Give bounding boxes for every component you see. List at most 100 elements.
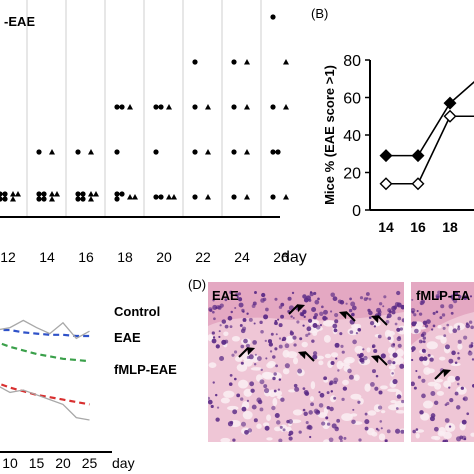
tissue-nucleus bbox=[291, 291, 295, 295]
tissue-nucleus bbox=[399, 363, 404, 369]
tissue-nucleus bbox=[232, 409, 238, 415]
tissue-nucleus bbox=[303, 315, 306, 319]
tissue-nucleus bbox=[349, 297, 352, 301]
tissue-nucleus bbox=[411, 381, 415, 387]
panel-c-series-line bbox=[0, 386, 90, 421]
panel-a-title: -EAE bbox=[4, 14, 35, 29]
tissue-nucleus bbox=[321, 305, 324, 309]
tissue-vacuole bbox=[350, 413, 358, 417]
tissue-nucleus bbox=[421, 393, 426, 399]
tissue-nucleus bbox=[424, 324, 429, 328]
tissue-nucleus bbox=[284, 343, 290, 349]
tissue-nucleus bbox=[230, 310, 233, 314]
panel-a-point-circle bbox=[119, 191, 125, 197]
histology-arrow-shaft bbox=[238, 347, 249, 358]
tissue-nucleus bbox=[303, 389, 309, 395]
tissue-nucleus bbox=[380, 353, 386, 359]
tissue-nucleus bbox=[212, 298, 215, 302]
tissue-nucleus bbox=[287, 296, 292, 301]
tissue-nucleus bbox=[395, 428, 401, 434]
tissue-nucleus bbox=[364, 419, 370, 425]
tissue-nucleus bbox=[237, 292, 242, 296]
panel-b-line-chart: (B) Mice % (EAE score >1) 0 20 40 60 80 14 16… bbox=[311, 6, 474, 235]
tissue-nucleus bbox=[419, 356, 425, 362]
tissue-nucleus bbox=[311, 339, 315, 343]
tissue-nucleus bbox=[274, 413, 280, 419]
panel-a-point-circle bbox=[270, 149, 276, 155]
histology-arrow-head bbox=[297, 351, 306, 360]
tissue-nucleus bbox=[352, 339, 357, 345]
panel-a-point-circle bbox=[192, 149, 198, 155]
tissue-nucleus bbox=[435, 310, 439, 314]
tissue-nucleus bbox=[471, 358, 474, 361]
panel-a-x-tick-labels: 12 14 16 18 20 22 24 26 bbox=[0, 249, 289, 265]
tissue-vacuole bbox=[256, 423, 262, 429]
tissue-nucleus bbox=[212, 310, 215, 314]
tissue-vacuole bbox=[436, 390, 445, 396]
tissue-nucleus bbox=[335, 357, 338, 360]
tissue-nucleus bbox=[457, 356, 461, 360]
panel-b-y-tick-label: 20 bbox=[343, 166, 361, 183]
tissue-nucleus bbox=[332, 323, 338, 329]
tissue-vacuole bbox=[220, 437, 231, 442]
tissue-nucleus bbox=[278, 323, 283, 328]
tissue-nucleus bbox=[343, 436, 347, 440]
tissue-nucleus bbox=[318, 391, 321, 394]
panel-a-point-triangle bbox=[88, 149, 94, 155]
tissue-nucleus bbox=[468, 320, 473, 324]
tissue-nucleus bbox=[306, 424, 312, 430]
tissue-nucleus bbox=[331, 423, 337, 429]
tissue-nucleus bbox=[442, 439, 447, 442]
tissue-nucleus bbox=[218, 335, 221, 339]
tissue-nucleus bbox=[280, 397, 285, 402]
tissue-nucleus bbox=[457, 352, 460, 355]
tissue-band bbox=[411, 282, 474, 345]
panel-b-y-ticks: 0 20 40 60 80 bbox=[343, 53, 370, 220]
tissue-band bbox=[208, 282, 404, 326]
panel-a-point-triangle bbox=[49, 196, 55, 202]
tissue-nucleus bbox=[330, 292, 335, 297]
tissue-nucleus bbox=[272, 376, 276, 381]
legend-fmlp-eae: fMLP-EAE bbox=[114, 362, 177, 377]
tissue-nucleus bbox=[374, 386, 379, 391]
panel-c-series-line bbox=[0, 382, 90, 406]
tissue-nucleus bbox=[208, 396, 211, 400]
tissue-vacuole bbox=[322, 320, 335, 327]
tissue-nucleus bbox=[241, 406, 247, 412]
tissue-nucleus bbox=[337, 369, 340, 372]
tissue-nucleus bbox=[208, 399, 213, 405]
panel-b-point bbox=[411, 177, 425, 191]
tissue-nucleus bbox=[317, 297, 320, 301]
tissue-vacuole bbox=[448, 325, 454, 334]
tissue-nucleus bbox=[279, 425, 283, 429]
tissue-vacuole bbox=[366, 427, 375, 436]
tissue-vacuole bbox=[288, 389, 296, 393]
tissue-nucleus bbox=[349, 330, 354, 334]
panel-c-line-chart: 10 15 20 25 day Control EAE fMLP-EAE bbox=[0, 304, 177, 471]
tissue-nucleus bbox=[392, 352, 398, 358]
tissue-nucleus bbox=[277, 388, 281, 391]
tissue-nucleus bbox=[364, 426, 369, 431]
tissue-nucleus bbox=[246, 312, 249, 315]
tissue-nucleus bbox=[238, 302, 244, 308]
panel-a-point-circle bbox=[0, 191, 3, 197]
tissue-nucleus bbox=[302, 387, 306, 391]
tissue-nucleus bbox=[466, 412, 470, 416]
panel-a-x-tick-label: 14 bbox=[39, 249, 55, 265]
tissue-nucleus bbox=[386, 429, 391, 434]
tissue-nucleus bbox=[307, 332, 311, 336]
panel-c-series-line bbox=[0, 319, 90, 340]
tissue-vacuole bbox=[353, 374, 360, 381]
tissue-nucleus bbox=[275, 364, 278, 368]
histology-arrow-head bbox=[338, 311, 347, 320]
tissue-vacuole bbox=[323, 439, 331, 442]
tissue-nucleus bbox=[387, 359, 392, 365]
tissue-nucleus bbox=[350, 301, 356, 307]
tissue-nucleus bbox=[378, 390, 383, 395]
panel-a-point-triangle bbox=[49, 191, 55, 197]
tissue-nucleus bbox=[302, 324, 305, 327]
tissue-nucleus bbox=[216, 406, 220, 409]
panel-a-point-circle bbox=[114, 104, 120, 110]
tissue-nucleus bbox=[214, 393, 218, 397]
tissue-nucleus bbox=[442, 326, 446, 330]
